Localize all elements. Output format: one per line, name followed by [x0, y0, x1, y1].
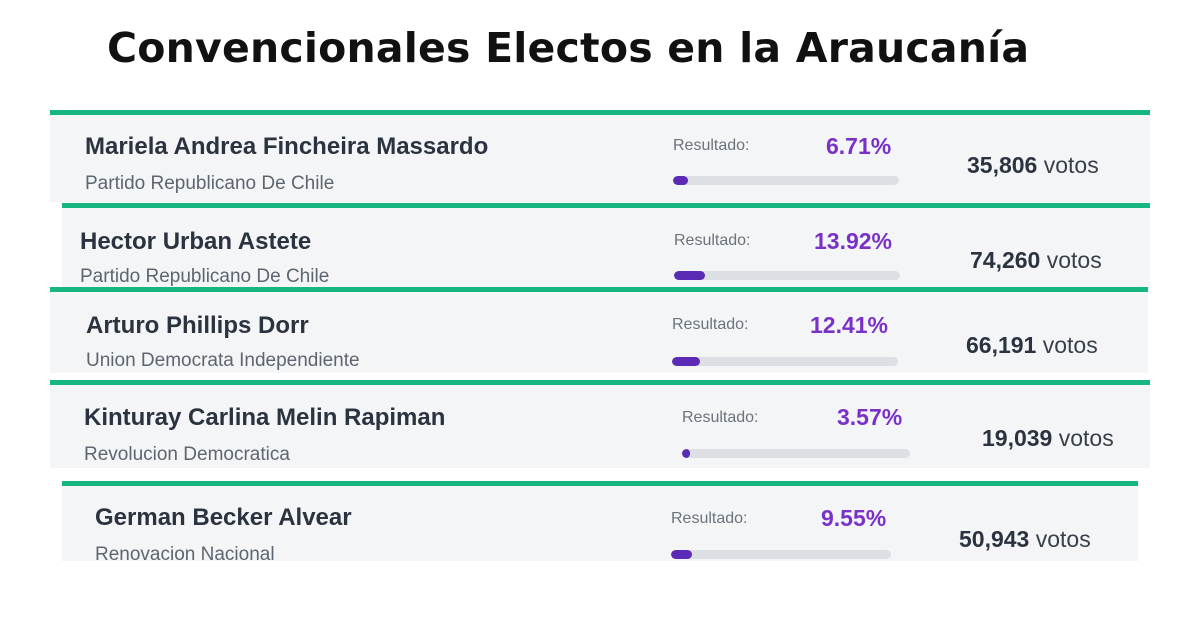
candidate-card: Arturo Phillips Dorr Union Democrata Ind… — [50, 287, 1148, 373]
result-label: Resultado: — [673, 137, 750, 154]
result-percent: 6.71% — [826, 133, 892, 159]
result-percent: 12.41% — [810, 312, 889, 338]
candidate-name: Hector Urban Astete — [80, 228, 312, 255]
result-label: Resultado: — [672, 316, 749, 333]
result-progress-fill — [682, 449, 691, 458]
candidate-party: Union Democrata Independiente — [86, 350, 360, 371]
candidate-party: Partido Republicano De Chile — [80, 266, 330, 287]
candidate-card: Kinturay Carlina Melin Rapiman Revolucio… — [50, 380, 1150, 468]
result-percent: 3.57% — [837, 404, 903, 430]
vote-count: 50,943 votos — [959, 526, 1091, 552]
result-percent: 13.92% — [814, 228, 893, 254]
candidate-card: Mariela Andrea Fincheira Massardo Partid… — [50, 110, 1150, 202]
result-label: Resultado: — [682, 409, 759, 426]
page-title: Convencionales Electos en la Araucanía — [107, 24, 1030, 72]
result-progress-bar — [674, 271, 900, 280]
candidate-card: Hector Urban Astete Partido Republicano … — [62, 203, 1150, 291]
candidate-name: German Becker Alvear — [95, 504, 352, 531]
vote-count: 19,039 votos — [982, 425, 1114, 451]
result-label: Resultado: — [674, 232, 751, 249]
result-progress-fill — [672, 357, 701, 366]
vote-count: 66,191 votos — [966, 332, 1098, 358]
result-progress-fill — [671, 550, 692, 559]
result-progress-fill — [673, 176, 689, 185]
result-progress-bar — [671, 550, 891, 559]
result-percent: 9.55% — [821, 505, 887, 531]
result-progress-fill — [674, 271, 706, 280]
candidate-name: Kinturay Carlina Melin Rapiman — [84, 404, 446, 431]
result-progress-bar — [673, 176, 899, 185]
candidate-party: Renovacion Nacional — [95, 544, 275, 565]
candidate-name: Arturo Phillips Dorr — [86, 312, 309, 339]
result-progress-bar — [682, 449, 910, 458]
candidate-party: Revolucion Democratica — [84, 444, 290, 465]
result-progress-bar — [672, 357, 898, 366]
vote-count: 74,260 votos — [970, 247, 1102, 273]
result-label: Resultado: — [671, 510, 748, 527]
candidate-party: Partido Republicano De Chile — [85, 173, 335, 194]
candidate-name: Mariela Andrea Fincheira Massardo — [85, 133, 489, 160]
candidate-card: German Becker Alvear Renovacion Nacional… — [62, 481, 1138, 565]
vote-count: 35,806 votos — [967, 152, 1099, 178]
